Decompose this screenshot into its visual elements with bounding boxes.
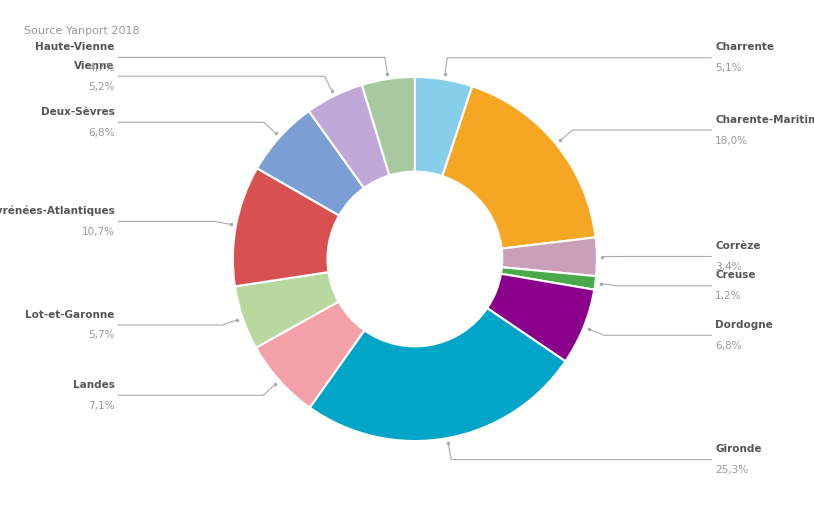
Text: Charente-Maritime: Charente-Maritime bbox=[716, 114, 814, 125]
Text: 3,4%: 3,4% bbox=[716, 262, 742, 272]
Text: 5,1%: 5,1% bbox=[716, 63, 742, 73]
Wedge shape bbox=[487, 274, 594, 362]
Text: Landes: Landes bbox=[72, 380, 115, 390]
Text: Corrèze: Corrèze bbox=[716, 241, 761, 251]
Wedge shape bbox=[235, 272, 339, 348]
Text: 4,7%: 4,7% bbox=[88, 63, 115, 73]
Text: 5,2%: 5,2% bbox=[88, 82, 115, 92]
Text: Lot-et-Garonne: Lot-et-Garonne bbox=[25, 310, 115, 320]
Text: Vienne: Vienne bbox=[74, 61, 115, 71]
Text: Creuse: Creuse bbox=[716, 270, 755, 280]
Text: 6,8%: 6,8% bbox=[716, 341, 742, 351]
Text: Pyrénées-Atlantiques: Pyrénées-Atlantiques bbox=[0, 206, 115, 216]
Wedge shape bbox=[233, 168, 339, 286]
Text: Gironde: Gironde bbox=[716, 444, 762, 454]
Text: Haute-Vienne: Haute-Vienne bbox=[35, 42, 115, 52]
Text: Deux-Sèvres: Deux-Sèvres bbox=[41, 107, 115, 117]
Wedge shape bbox=[501, 267, 596, 290]
Wedge shape bbox=[501, 237, 597, 276]
Wedge shape bbox=[362, 77, 415, 176]
Wedge shape bbox=[415, 77, 472, 176]
Text: 7,1%: 7,1% bbox=[88, 401, 115, 411]
Text: Charrente: Charrente bbox=[716, 42, 774, 52]
Text: Source Yanport 2018: Source Yanport 2018 bbox=[24, 26, 140, 36]
Text: 10,7%: 10,7% bbox=[81, 227, 115, 237]
Text: Dordogne: Dordogne bbox=[716, 320, 773, 330]
Text: 5,7%: 5,7% bbox=[88, 330, 115, 340]
Text: 6,8%: 6,8% bbox=[88, 128, 115, 138]
Wedge shape bbox=[309, 85, 389, 188]
Text: 1,2%: 1,2% bbox=[716, 291, 742, 301]
Text: 25,3%: 25,3% bbox=[716, 465, 748, 475]
Wedge shape bbox=[310, 308, 566, 441]
Text: 18,0%: 18,0% bbox=[716, 136, 748, 146]
Wedge shape bbox=[442, 86, 596, 249]
Wedge shape bbox=[256, 301, 365, 408]
Wedge shape bbox=[257, 111, 364, 215]
